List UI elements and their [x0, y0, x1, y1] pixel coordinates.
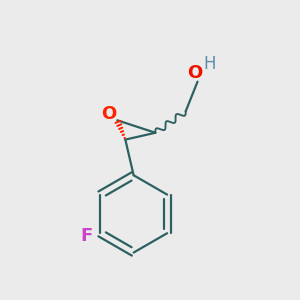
Text: F: F: [81, 226, 93, 244]
Text: O: O: [101, 105, 117, 123]
Text: H: H: [203, 56, 216, 74]
Text: O: O: [188, 64, 203, 82]
